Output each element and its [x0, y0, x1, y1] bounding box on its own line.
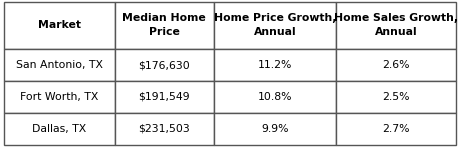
- Text: Dallas, TX: Dallas, TX: [32, 124, 86, 134]
- Text: Home Price Growth,
Annual: Home Price Growth, Annual: [213, 13, 336, 37]
- Bar: [214, 81, 336, 113]
- Text: Fort Worth, TX: Fort Worth, TX: [20, 92, 98, 102]
- Text: Market: Market: [38, 20, 80, 30]
- Bar: [114, 2, 214, 49]
- Bar: [4, 81, 114, 113]
- Bar: [214, 2, 336, 49]
- Text: $191,549: $191,549: [138, 92, 190, 102]
- Bar: [114, 81, 214, 113]
- Bar: [336, 81, 455, 113]
- Text: 11.2%: 11.2%: [257, 60, 292, 70]
- Text: 2.7%: 2.7%: [382, 124, 409, 134]
- Bar: [114, 49, 214, 81]
- Bar: [336, 49, 455, 81]
- Text: 2.6%: 2.6%: [382, 60, 409, 70]
- Text: $176,630: $176,630: [138, 60, 190, 70]
- Bar: [4, 113, 114, 145]
- Bar: [4, 49, 114, 81]
- Text: 10.8%: 10.8%: [257, 92, 292, 102]
- Text: Median Home
Price: Median Home Price: [122, 13, 206, 37]
- Text: 9.9%: 9.9%: [261, 124, 288, 134]
- Bar: [214, 49, 336, 81]
- Bar: [4, 2, 114, 49]
- Bar: [214, 113, 336, 145]
- Text: 2.5%: 2.5%: [382, 92, 409, 102]
- Bar: [114, 113, 214, 145]
- Text: San Antonio, TX: San Antonio, TX: [16, 60, 102, 70]
- Text: Home Sales Growth,
Annual: Home Sales Growth, Annual: [334, 13, 458, 37]
- Bar: [336, 2, 455, 49]
- Bar: [336, 113, 455, 145]
- Text: $231,503: $231,503: [138, 124, 190, 134]
